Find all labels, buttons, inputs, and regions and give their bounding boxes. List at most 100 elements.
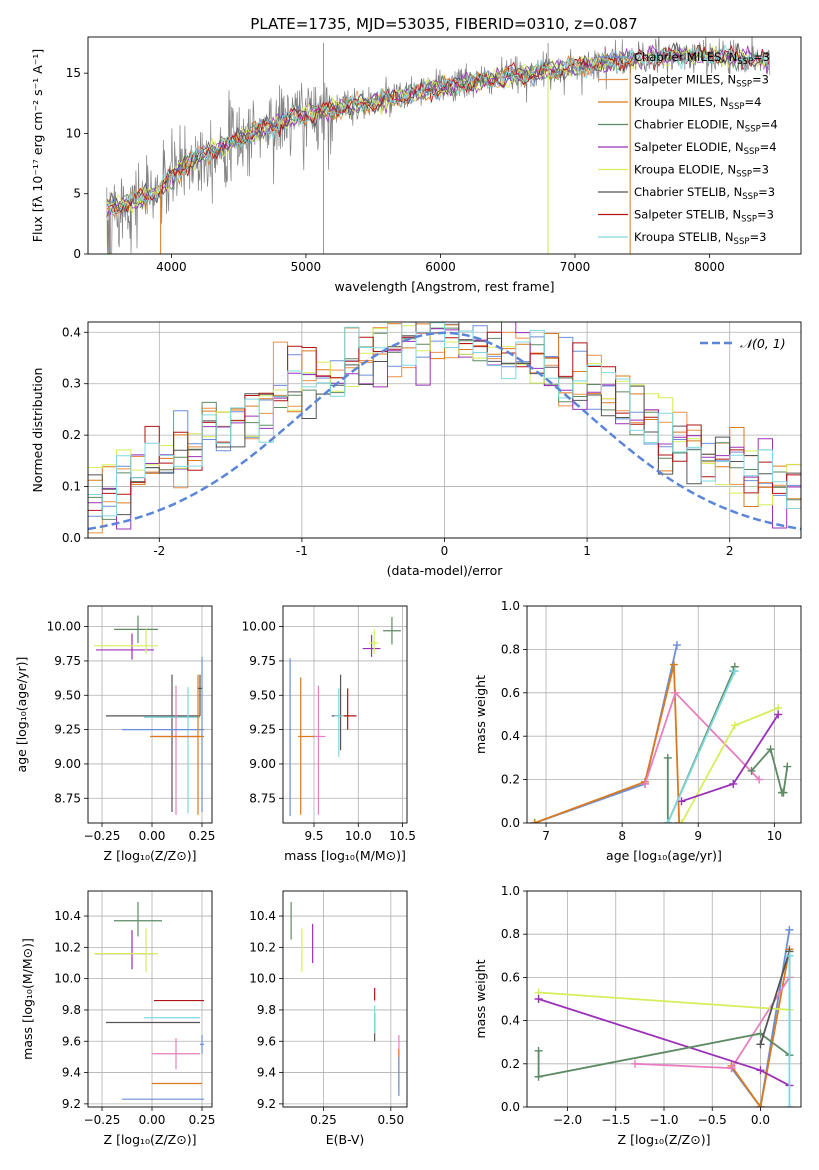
y-tick-label: 10.0 [249,972,276,986]
weight-line [680,707,779,823]
weight-marker [730,667,739,676]
weight-marker [677,819,686,823]
plot-area [290,901,400,1097]
axes-frame [526,605,802,824]
ticks: -2 -1 0 1 2 0.0 0.1 0.2 0.3 0.4 [62,325,734,558]
x-tick-label: -2 [153,544,165,558]
legend-label: Salpeter ELODIE, NSSP=4 [634,140,777,157]
figure-title: PLATE=1735, MJD=53035, FIBERID=0310, z=0… [250,15,637,33]
plot-area [94,901,204,1100]
x-tick-label: 9.5 [304,829,323,843]
errorbar-point [298,677,314,815]
y-tick-label: 10.0 [54,972,81,986]
weight-series [534,995,794,1090]
x-tick-label: 4000 [156,260,187,274]
plot-area [94,615,204,815]
weight-series [530,660,684,823]
axes-frame [282,890,408,1108]
errorbar-point [96,633,154,660]
grid [527,890,801,1108]
legend-label: Chabrier MILES, NSSP=3 [634,50,770,67]
errorbar-point [311,685,326,815]
y-tick-label: 0.6 [501,970,520,984]
y-tick-label: 9.75 [249,654,276,668]
y-tick-label: 9.2 [62,1097,81,1111]
legend-label-main: Chabrier ELODIE, N [634,118,745,132]
x-tick-label: 7 [542,829,550,843]
ticks: 7 8 9 10 0.0 0.2 0.4 0.6 0.8 1.0 [501,599,782,843]
y-tick-label: 10.00 [242,620,276,634]
plot-area [534,925,794,1107]
weight-series [785,951,794,1107]
weight-series [663,667,739,823]
y-tick-label: 9.50 [249,688,276,702]
x-tick-label: 6000 [425,260,456,274]
y-axis-label: Normed distribution [30,368,45,493]
y-tick-label: 8.75 [54,791,81,805]
weight-marker [727,1064,736,1073]
weight-marker [756,1040,765,1049]
errorbar-point [152,1038,200,1070]
weight-marker [730,721,739,730]
x-tick-label: 10.0 [345,829,372,843]
x-tick-label: 0.25 [189,829,216,843]
residuals-panel: -2 -1 0 1 2 0.0 0.1 0.2 0.3 0.4 (data-model)/error… [30,321,802,578]
errorbar-point [94,928,158,973]
y-tick-label: 10.2 [54,940,81,954]
y-axis-label: mass weight [473,675,488,754]
errorbar-point [152,685,200,815]
x-tick-label: 10.5 [389,829,416,843]
legend-label-main: Chabrier MILES, N [634,50,737,64]
axes-frame [526,890,802,1108]
weight-marker [663,753,672,762]
x-tick-label: −0.5 [698,1113,727,1127]
legend-label-count: =3 [752,163,769,177]
y-tick-label: 0.4 [501,729,520,743]
ticks: −2.0 −1.5 −1.0 −0.5 0.0 0.0 0.2 0.4 0.6 0.8 1.0 [501,884,770,1127]
y-tick-label: 0 [73,247,81,261]
legend-label-main: Kroupa STELIB, N [634,230,734,244]
plot-area [88,322,801,538]
weight-marker [534,995,543,1003]
x-tick-label: 0 [441,544,449,558]
weight-line [782,766,789,793]
grid [283,891,407,1107]
age-vs-mass-panel: 9.5 10.0 10.5 8.75 9.00 9.25 9.50 9.75 10.00 mass… [242,605,416,863]
weight-marker [671,688,680,697]
x-tick-label: −1.5 [601,1113,630,1127]
y-tick-label: 9.4 [257,1066,276,1080]
weight-marker [530,819,539,823]
observed-spectrum-line [106,37,771,254]
y-tick-label: 9.2 [257,1097,276,1111]
mass-vs-Z-panel: −0.25 0.00 0.25 9.2 9.4 9.6 9.8 10.0 10.2 10.4 Z [… [20,890,215,1147]
x-axis-label: Z [log₁₀(Z/Z⊙)] [104,848,197,863]
legend-label-main: Kroupa ELODIE, N [634,163,736,177]
y-tick-label: 9.25 [249,723,276,737]
legend-label: 𝒩(0, 1) [740,336,786,351]
y-tick-label: 0.0 [501,1100,520,1114]
x-tick-label: −0.25 [84,829,121,843]
weight-line [538,991,790,1011]
x-tick-label: 0.0 [751,1113,770,1127]
y-axis-label: mass weight [473,959,488,1038]
histogram-steps-kroupa-stelib [88,322,801,538]
spectrum-panel: 4000 5000 6000 7000 8000 0 5 10 15 wavelength [An… [30,36,802,294]
y-tick-label: 9.75 [54,654,81,668]
weight-vs-age-panel: 7 8 9 10 0.0 0.2 0.4 0.6 0.8 1.0 age [log₁₀(age/yr… [473,599,802,863]
weight-marker [783,762,792,771]
errorbar-point [200,1035,204,1054]
legend-label-main: Chabrier STELIB, N [634,185,742,199]
legend-label-subscript: SSP [744,147,760,157]
x-tick-label: 2 [726,544,734,558]
x-axis-label: age [log₁₀(age/yr)] [606,848,722,863]
legend-label-subscript: SSP [741,215,757,225]
errorbar-point [106,674,200,813]
x-tick-label: −0.25 [84,1113,121,1127]
legend-label-subscript: SSP [734,237,750,247]
weight-marker [534,1072,543,1081]
legend-label-subscript: SSP [736,170,752,180]
y-tick-label: 9.00 [54,757,81,771]
weight-marker [640,779,649,788]
